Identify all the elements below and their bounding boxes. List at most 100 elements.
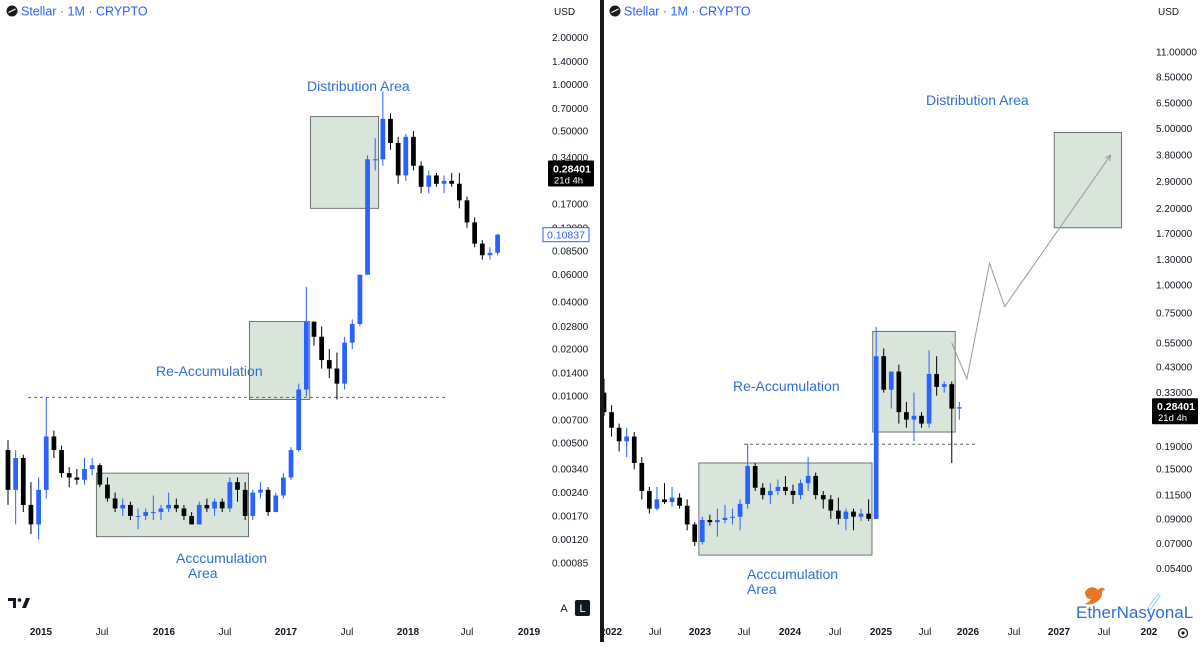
candle-body[interactable] [265, 489, 271, 513]
candle-body[interactable] [677, 497, 682, 506]
candle[interactable] [395, 136, 401, 184]
candle-body[interactable] [866, 513, 871, 519]
candle[interactable] [242, 482, 248, 521]
candle[interactable] [66, 467, 72, 488]
candle[interactable] [250, 489, 256, 521]
candle-body[interactable] [752, 466, 758, 488]
candle[interactable] [418, 161, 424, 194]
candle[interactable] [365, 155, 370, 275]
candle-body[interactable] [767, 490, 773, 496]
candle[interactable] [616, 423, 622, 452]
candle[interactable] [760, 483, 766, 500]
candle[interactable] [888, 371, 894, 409]
candle-body[interactable] [813, 475, 819, 496]
candle-body[interactable] [281, 477, 286, 496]
currency-label[interactable]: USD [554, 7, 575, 18]
candle-body[interactable] [135, 515, 141, 517]
candle[interactable] [265, 487, 271, 516]
candle-body[interactable] [904, 412, 909, 420]
candle[interactable] [311, 321, 317, 346]
candle-body[interactable] [403, 136, 409, 176]
candle-body[interactable] [888, 371, 894, 390]
candle[interactable] [866, 499, 871, 522]
candle[interactable] [258, 482, 263, 499]
candle-body[interactable] [669, 497, 675, 503]
candle[interactable] [631, 432, 637, 470]
candle-body[interactable] [798, 483, 803, 496]
candle[interactable] [212, 498, 217, 516]
candle[interactable] [919, 412, 924, 428]
candle[interactable] [189, 512, 194, 525]
panel-divider[interactable] [600, 0, 604, 642]
candle-body[interactable] [20, 458, 26, 505]
candle-body[interactable] [851, 511, 856, 517]
candle[interactable] [722, 504, 728, 524]
candle-body[interactable] [303, 321, 309, 390]
candle-body[interactable] [495, 234, 500, 253]
candle-body[interactable] [357, 274, 363, 324]
candle-body[interactable] [219, 501, 225, 509]
candle[interactable] [464, 196, 470, 228]
candle[interactable] [624, 427, 630, 458]
candle[interactable] [357, 274, 363, 327]
candle[interactable] [97, 463, 103, 488]
candle-body[interactable] [820, 495, 826, 500]
candle[interactable] [737, 499, 743, 531]
chart-panel-left[interactable]: Distribution Area Re-Accumulation Acccumul… [0, 0, 600, 642]
candle-body[interactable] [737, 503, 743, 517]
candle[interactable] [59, 445, 64, 478]
candle-body[interactable] [97, 465, 103, 485]
candle-body[interactable] [472, 222, 478, 244]
candle[interactable] [426, 170, 432, 194]
candle[interactable] [692, 522, 698, 547]
candle-body[interactable] [342, 342, 347, 384]
candle-body[interactable] [941, 384, 947, 387]
candle[interactable] [403, 133, 409, 181]
candle-body[interactable] [760, 487, 766, 496]
candle[interactable] [495, 233, 500, 256]
candle[interactable] [745, 443, 750, 509]
candle-body[interactable] [684, 505, 690, 525]
settings-icon[interactable] [1177, 627, 1189, 639]
candle-body[interactable] [949, 384, 955, 409]
candle[interactable] [858, 508, 864, 522]
candle[interactable] [699, 516, 705, 545]
candle-body[interactable] [74, 477, 80, 480]
candle-body[interactable] [288, 450, 294, 478]
candle[interactable] [956, 401, 962, 420]
candle[interactable] [926, 350, 932, 428]
candle[interactable] [82, 458, 87, 485]
candle-body[interactable] [692, 524, 698, 542]
candle[interactable] [669, 486, 675, 507]
candle[interactable] [227, 477, 233, 513]
candle[interactable] [647, 486, 652, 514]
chart-header[interactable]: Stellar · 1M · CRYPTO [609, 5, 751, 19]
candle-body[interactable] [204, 504, 210, 509]
candle-body[interactable] [956, 407, 962, 409]
candle[interactable] [911, 392, 917, 442]
candle[interactable] [36, 477, 41, 540]
candle-body[interactable] [150, 512, 156, 514]
candle-body[interactable] [120, 504, 126, 509]
annotation-box-1[interactable] [248, 321, 311, 400]
candle-body[interactable] [181, 508, 187, 516]
candle-body[interactable] [66, 473, 72, 478]
candle[interactable] [372, 138, 378, 171]
candle[interactable] [798, 479, 803, 500]
candle[interactable] [662, 483, 667, 504]
candle[interactable] [487, 247, 493, 260]
candle-body[interactable] [616, 427, 622, 442]
candle-body[interactable] [82, 469, 87, 480]
candle[interactable] [120, 498, 126, 516]
candle-body[interactable] [662, 499, 667, 503]
candle[interactable] [150, 495, 156, 521]
candle-body[interactable] [227, 482, 233, 509]
currency-label[interactable]: USD [1158, 7, 1179, 18]
candle-body[interactable] [13, 458, 19, 490]
scale-log-button[interactable]: L [575, 600, 590, 616]
candle[interactable] [654, 486, 660, 511]
candle-body[interactable] [166, 504, 172, 509]
candle[interactable] [13, 450, 19, 525]
candle-body[interactable] [609, 412, 614, 428]
candle-body[interactable] [881, 356, 887, 390]
